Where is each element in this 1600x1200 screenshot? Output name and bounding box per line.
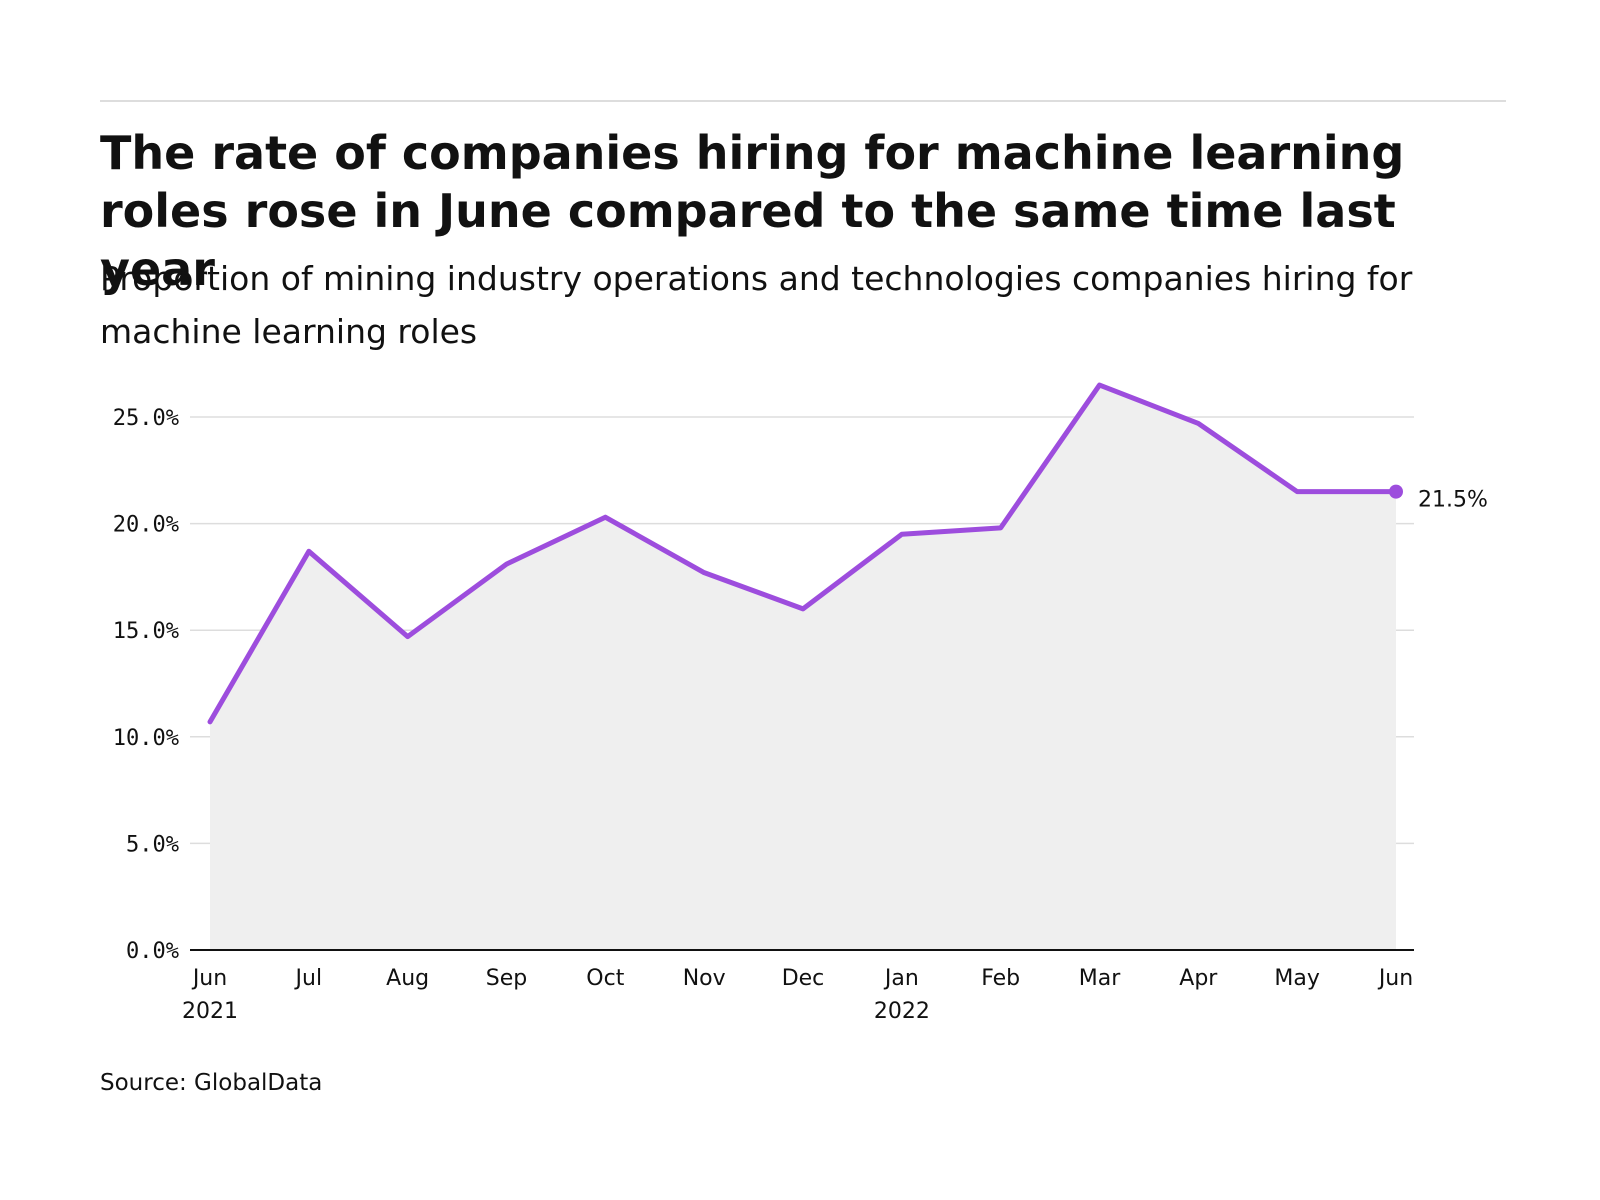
x-tick-label: Dec xyxy=(782,966,825,991)
x-tick-year-label: 2021 xyxy=(182,999,238,1024)
x-tick-label: Nov xyxy=(683,966,726,991)
y-tick-label: 0.0% xyxy=(126,939,179,964)
x-tick-label: Feb xyxy=(981,966,1020,991)
x-tick-year-label: 2022 xyxy=(874,999,930,1024)
y-tick-label: 5.0% xyxy=(126,832,179,857)
end-point-marker xyxy=(1389,484,1403,499)
x-tick-label: Oct xyxy=(586,966,624,991)
y-tick-label: 25.0% xyxy=(113,406,179,431)
y-tick-label: 10.0% xyxy=(113,726,179,751)
x-tick-label: Jun xyxy=(1377,966,1413,991)
x-tick-label: May xyxy=(1274,966,1319,991)
y-tick-label: 20.0% xyxy=(113,513,179,538)
line-chart: 0.0% 5.0% 10.0% 15.0% 20.0% 25.0% 21.5% Jun 2021… xyxy=(113,382,1488,1024)
x-tick-label: Sep xyxy=(486,966,527,991)
end-value-label: 21.5% xyxy=(1418,488,1488,513)
top-divider xyxy=(100,100,1506,102)
y-tick-label: 15.0% xyxy=(113,619,179,644)
x-tick-label: Apr xyxy=(1179,966,1218,991)
chart-title: The rate of companies hiring for machine… xyxy=(100,126,1405,296)
x-tick-label: Mar xyxy=(1079,966,1121,991)
area-fill xyxy=(210,385,1396,950)
x-tick-label: Jun xyxy=(191,966,227,991)
x-tick-label: Jul xyxy=(294,966,323,991)
x-tick-label: Jan xyxy=(883,966,919,991)
series-line xyxy=(207,382,1399,725)
source-note: Source: GlobalData xyxy=(100,1070,323,1096)
chart-subtitle: Proportion of mining industry operations… xyxy=(100,259,1413,351)
x-tick-label: Aug xyxy=(386,966,429,991)
